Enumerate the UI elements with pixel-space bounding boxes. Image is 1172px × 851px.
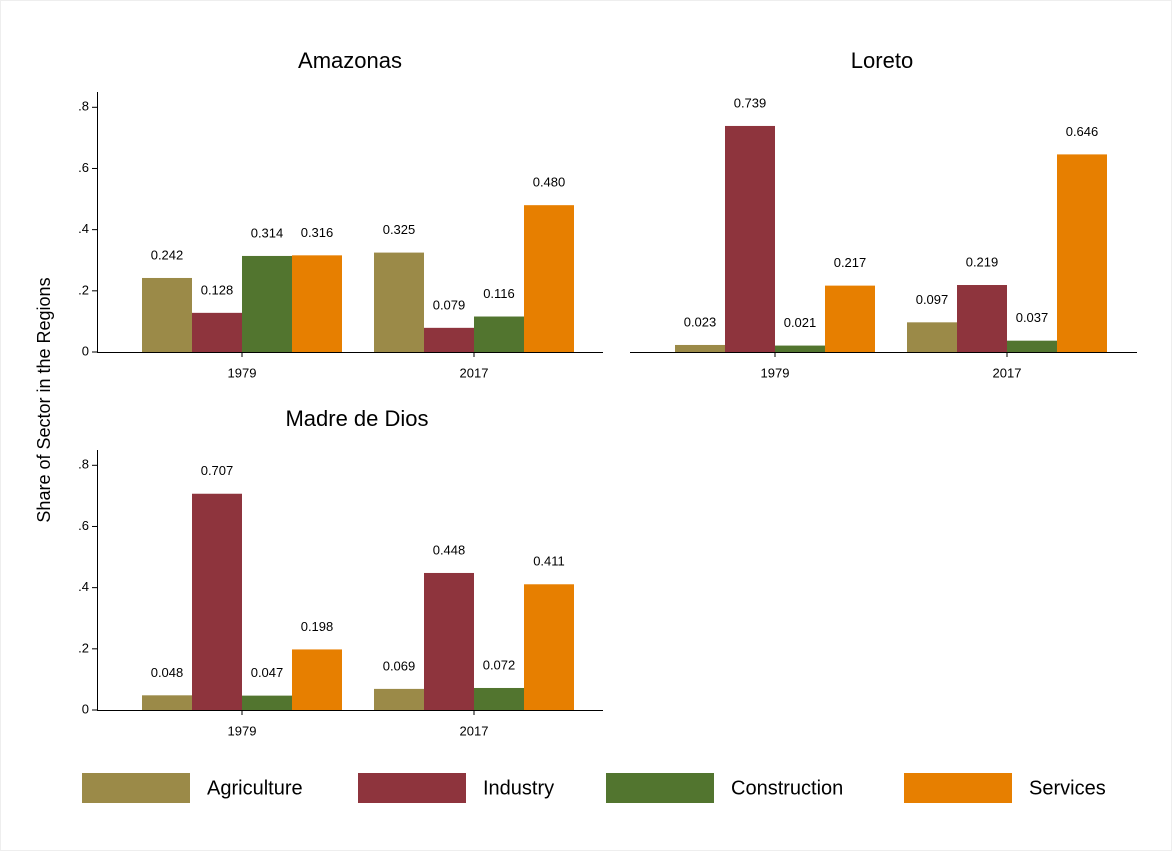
bar	[907, 322, 957, 352]
value-label: 0.480	[533, 175, 566, 190]
bar	[374, 688, 424, 710]
x-tick-label: 2017	[460, 723, 489, 738]
y-axis-title: Share of Sector in the Regions	[34, 277, 54, 522]
y-tick-label: .2	[78, 282, 89, 297]
y-tick-label: 0	[82, 701, 89, 716]
x-tick-label: 2017	[993, 365, 1022, 380]
legend-swatch	[358, 773, 466, 803]
bar	[292, 649, 342, 710]
y-tick-label: .8	[78, 457, 89, 472]
bar	[424, 327, 474, 352]
value-label: 0.219	[966, 254, 999, 269]
value-label: 0.021	[784, 315, 817, 330]
value-label: 0.128	[201, 282, 234, 297]
bar	[775, 345, 825, 352]
legend-label: Services	[1029, 777, 1106, 799]
value-label: 0.411	[533, 554, 565, 569]
legend-swatch	[606, 773, 714, 803]
bar	[142, 695, 192, 710]
value-label: 0.314	[251, 225, 284, 240]
panel-title: Amazonas	[298, 48, 402, 73]
y-tick-label: .4	[78, 579, 89, 594]
y-tick-label: 0	[82, 343, 89, 358]
bar	[424, 572, 474, 710]
y-tick-label: .4	[78, 221, 89, 236]
bar	[524, 584, 574, 710]
value-label: 0.047	[251, 665, 284, 680]
bar	[1007, 340, 1057, 352]
y-tick-label: .6	[78, 160, 89, 175]
bar	[957, 285, 1007, 352]
value-label: 0.448	[433, 542, 466, 557]
panel-title: Loreto	[851, 48, 913, 73]
bar	[524, 205, 574, 352]
value-label: 0.097	[916, 292, 949, 307]
value-label: 0.037	[1016, 310, 1049, 325]
y-tick-label: .8	[78, 99, 89, 114]
bar	[474, 316, 524, 352]
bar	[242, 695, 292, 710]
value-label: 0.325	[383, 222, 416, 237]
legend-label: Agriculture	[207, 777, 303, 799]
x-tick-label: 1979	[761, 365, 790, 380]
value-label: 0.069	[383, 658, 416, 673]
bar	[192, 493, 242, 710]
value-label: 0.739	[734, 95, 767, 110]
value-label: 0.023	[684, 314, 717, 329]
bar	[292, 255, 342, 352]
value-label: 0.072	[483, 657, 516, 672]
value-label: 0.198	[301, 619, 334, 634]
legend-swatch	[904, 773, 1012, 803]
value-label: 0.646	[1066, 124, 1099, 139]
bar	[1057, 154, 1107, 352]
value-label: 0.707	[201, 463, 234, 478]
bar	[825, 285, 875, 352]
bar	[725, 125, 775, 352]
value-label: 0.316	[301, 225, 334, 240]
x-tick-label: 1979	[228, 723, 257, 738]
bar	[374, 252, 424, 352]
x-tick-label: 2017	[460, 365, 489, 380]
bar	[474, 687, 524, 710]
x-tick-label: 1979	[228, 365, 257, 380]
legend-label: Construction	[731, 777, 843, 799]
panel-title: Madre de Dios	[285, 406, 428, 431]
bar	[242, 255, 292, 352]
value-label: 0.217	[834, 255, 867, 270]
y-tick-label: .2	[78, 640, 89, 655]
bar	[142, 277, 192, 352]
y-tick-label: .6	[78, 518, 89, 533]
bar	[192, 312, 242, 352]
legend-swatch	[82, 773, 190, 803]
value-label: 0.116	[483, 286, 515, 301]
value-label: 0.079	[433, 297, 466, 312]
bar	[675, 344, 725, 352]
value-label: 0.242	[151, 247, 184, 262]
legend-label: Industry	[483, 777, 554, 799]
value-label: 0.048	[151, 665, 184, 680]
